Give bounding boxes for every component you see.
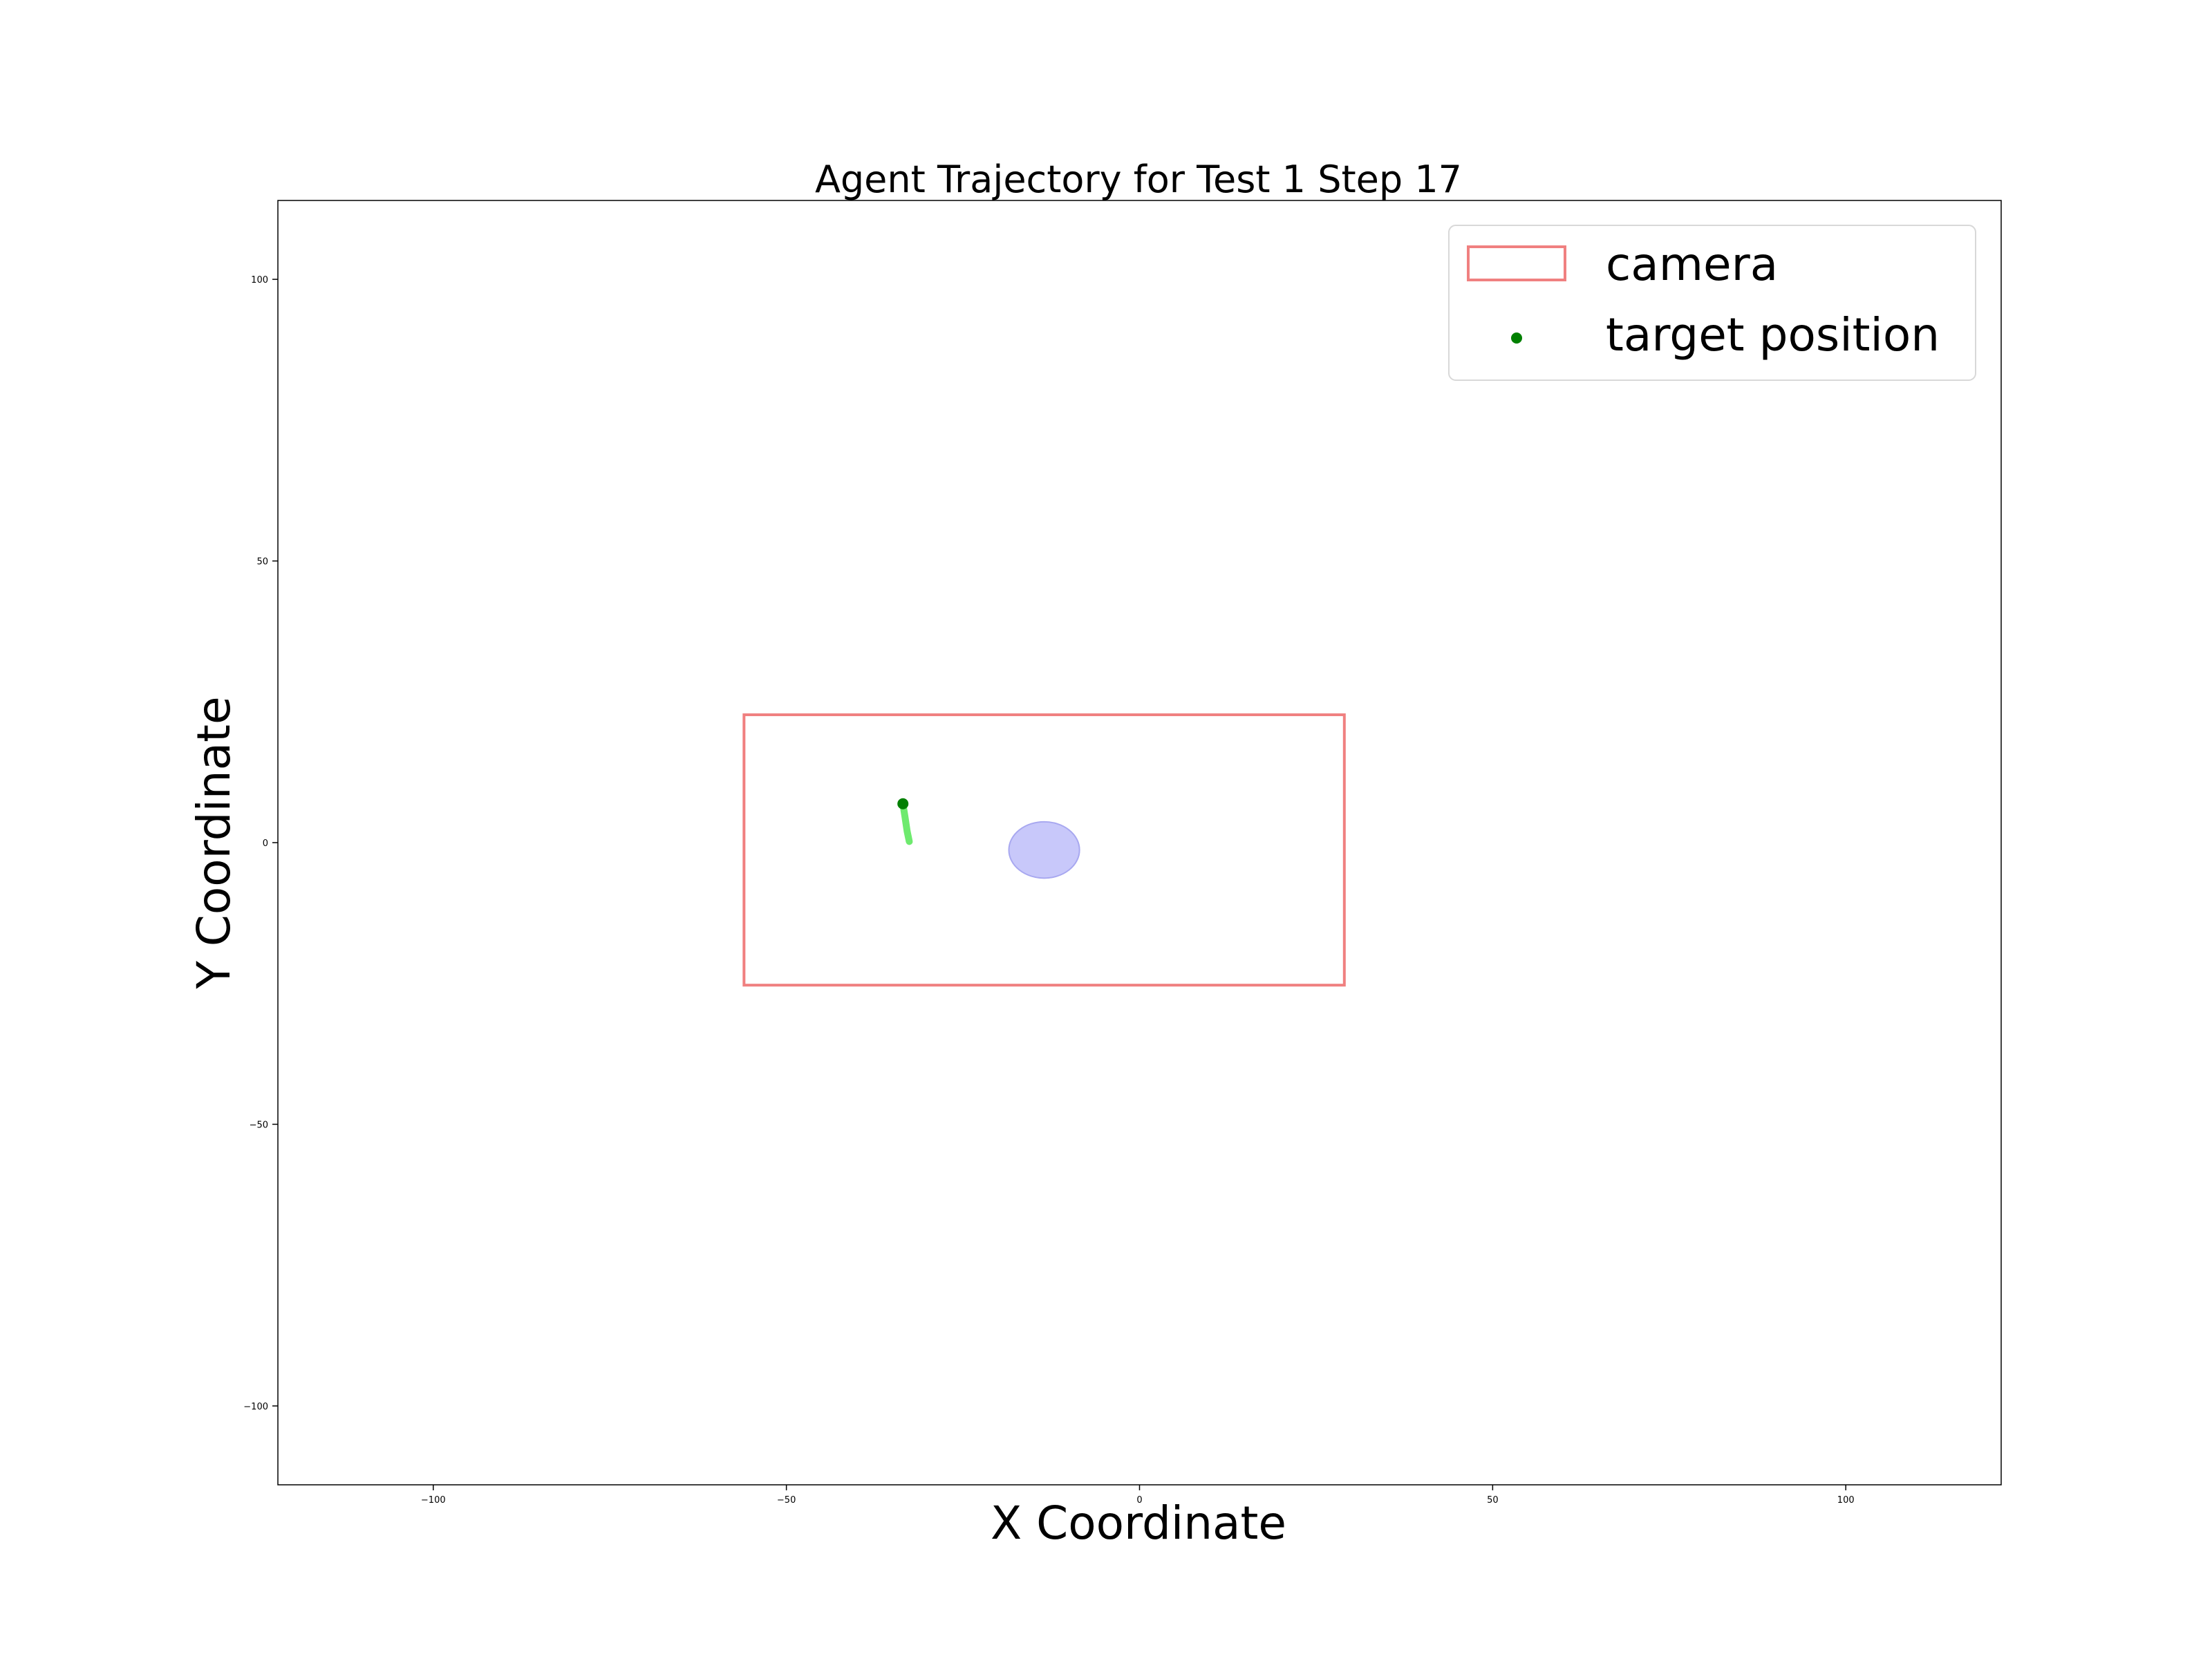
y-axis: 100 50 0 −50 −100: [243, 275, 278, 1412]
y-tick-label: 50: [256, 557, 268, 568]
plot-area: [742, 713, 1346, 987]
legend-target-label: target position: [1606, 308, 1940, 362]
x-axis-label: X Coordinate: [991, 1497, 1286, 1550]
y-axis-label: Y Coordinate: [187, 696, 241, 989]
y-tick-label: −100: [243, 1402, 268, 1412]
x-axis: −100 −50 0 50 100: [421, 1485, 1855, 1506]
legend-box: [1448, 225, 1976, 381]
trajectory-line: [899, 800, 913, 845]
legend-target-swatch: [1511, 332, 1522, 344]
y-tick-label: 100: [251, 275, 268, 285]
legend-camera-swatch: [1467, 245, 1566, 281]
agent-region: [1008, 821, 1080, 879]
x-tick-label: −100: [421, 1495, 446, 1506]
x-tick-label: −50: [777, 1495, 796, 1506]
chart-title: Agent Trajectory for Test 1 Step 17: [815, 158, 1462, 201]
legend-camera-label: camera: [1606, 238, 1778, 291]
y-tick-label: −50: [250, 1120, 268, 1130]
camera-rectangle: [742, 713, 1346, 987]
y-tick-label: 0: [263, 838, 268, 849]
target-position-point: [897, 798, 909, 809]
legend: camera target position: [1448, 225, 1976, 381]
x-tick-label: 100: [1837, 1495, 1855, 1506]
x-tick-label: 0: [1136, 1495, 1142, 1506]
x-tick-label: 50: [1487, 1495, 1499, 1506]
